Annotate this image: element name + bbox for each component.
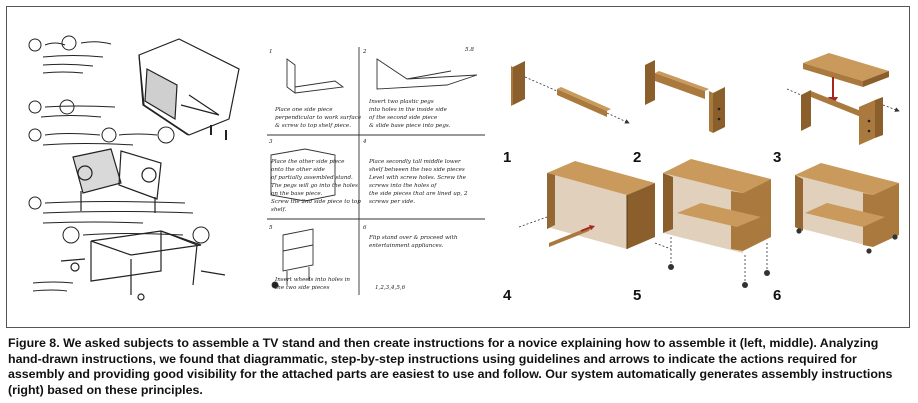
middle-step-5-line-1: Insert wheels into holes in <box>274 277 350 283</box>
step-label-5: 5 <box>633 287 642 304</box>
middle-step-2-line-4: & slide base piece into pegs. <box>369 123 451 129</box>
step-3-diagram <box>786 53 900 145</box>
middle-footer-marks: 1,2,3,4,5,6 <box>375 285 406 291</box>
middle-step-4-line-4: screws into the holes of <box>369 183 437 189</box>
step-label-2: 2 <box>633 149 642 166</box>
middle-step-6-line-1: Flip stand over & proceed with <box>368 235 458 241</box>
middle-step-1-line-3: & screw to top shelf piece. <box>275 123 351 129</box>
middle-step-3-line-4: The pegs will go into the holes <box>271 183 358 189</box>
middle-step-5-num: 5 <box>269 225 273 231</box>
middle-step-2-num: 2 <box>362 49 367 55</box>
step-6-diagram <box>795 163 899 254</box>
middle-step-2-line-3: of the second side piece <box>369 115 438 121</box>
middle-step-4-line-3: Level with screw holes. Screw the <box>368 175 467 181</box>
figure-frame: 5.8 1 2 3 4 5 6 Place one side piece per… <box>6 6 910 328</box>
step-1-diagram <box>511 61 630 124</box>
generated-instructions-right <box>511 53 900 288</box>
middle-step-3-line-2: onto the other side <box>271 167 326 173</box>
figure-caption-text: We asked subjects to assemble a TV stand… <box>8 336 893 397</box>
middle-step-3-line-5: on the base piece. <box>271 191 323 197</box>
hand-drawn-instructions-middle: 5.8 1 2 3 4 5 6 Place one side piece per… <box>267 47 485 295</box>
step-5-diagram <box>663 159 771 288</box>
middle-step-3-line-6: Screw the 2nd side piece to top <box>271 199 361 205</box>
step-label-6: 6 <box>773 287 782 304</box>
hand-drawn-instructions-left <box>28 35 240 301</box>
middle-step-4-line-2: shelf between the two side pieces <box>369 167 465 173</box>
page-mark: 5.8 <box>465 47 474 53</box>
figure-caption: Figure 8. We asked subjects to assemble … <box>8 336 908 398</box>
middle-step-5-line-2: the two side pieces <box>275 285 330 291</box>
middle-step-4-num: 4 <box>362 139 367 145</box>
step-label-4: 4 <box>503 287 512 304</box>
middle-step-4-line-5: the side pieces that are lined up, 2 <box>369 191 468 197</box>
figure-label: Figure 8. <box>8 336 60 350</box>
step-label-1: 1 <box>503 149 512 166</box>
middle-step-1-line-2: perpendicular to work surface <box>275 115 362 121</box>
middle-step-3-num: 3 <box>269 139 273 145</box>
step-2-diagram <box>645 60 725 133</box>
middle-step-6-line-2: entertainment appliances. <box>369 243 444 249</box>
middle-step-3-line-7: shelf. <box>271 207 286 213</box>
middle-step-4-line-1: Place secondly tall middle lower <box>368 159 461 165</box>
middle-step-4-line-6: screws per side. <box>369 199 415 205</box>
middle-step-6-num: 6 <box>363 225 367 231</box>
middle-step-3-line-1: Place the other side piece <box>270 159 345 165</box>
middle-step-1-num: 1 <box>269 49 273 55</box>
middle-step-3-line-3: of partially assembled stand. <box>271 175 353 181</box>
middle-step-2-line-1: Insert two plastic pegs <box>368 99 434 105</box>
step-label-3: 3 <box>773 149 782 166</box>
step-4-diagram <box>518 161 672 250</box>
middle-step-1-line-1: Place one side piece <box>274 107 333 113</box>
middle-step-2-line-2: into holes in the inside side <box>369 107 448 113</box>
